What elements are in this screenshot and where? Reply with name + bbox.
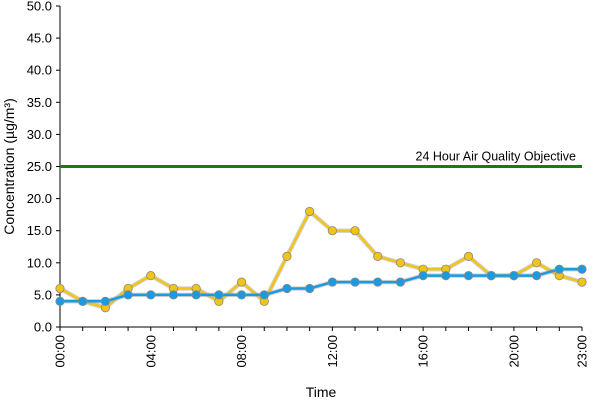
series-2-point [168,290,179,300]
series-1-point [463,251,474,261]
y-axis-title: Concentration (µg/m³) [1,98,17,234]
series-2-point [282,283,292,294]
series-2-point [509,271,519,281]
y-tick-label: 30.0 [27,127,52,142]
series-2-point [350,277,360,287]
series-2-point [236,290,247,300]
series-2-point [259,290,269,300]
series-2-point [146,290,156,300]
y-tick-label: 35.0 [27,95,52,110]
x-tick-label: 08:00 [234,335,249,368]
series-2-point [100,296,110,306]
series-2-point [532,271,542,281]
series-1-point [577,277,587,287]
series-2 [55,264,587,306]
series-1-point [305,206,315,217]
series-2-point [123,290,133,300]
series-2-point [327,277,337,287]
series-1-point [373,251,383,261]
series-2-point [305,283,315,294]
series-1-point [395,258,406,268]
y-axis: 0.0 5.0 10.0 15.0 20.0 25.0 30.0 35.0 40.0 45.0 50… [27,0,61,335]
series-1-point [350,226,360,236]
series-1-point [236,277,247,287]
y-tick-label: 15.0 [27,223,52,238]
y-tick-label: 40.0 [27,63,52,78]
series-1-point [282,251,292,261]
series-2-point [554,264,564,274]
x-tick-label: 23:00 [575,335,590,368]
series-1-point [146,271,156,281]
y-tick-label: 25.0 [27,159,52,174]
x-tick-label: 00:00 [53,335,68,368]
series-2-point [441,271,451,281]
series-group [55,206,587,313]
reference-line-group: 24 Hour Air Quality Objective [60,150,582,168]
y-tick-label: 5.0 [34,287,52,302]
series-1-point [55,283,65,294]
y-tick-label: 0.0 [34,320,52,335]
series-2-point [418,271,428,281]
series-1-point [327,226,337,236]
x-tick-label: 12:00 [325,335,340,368]
series-2-point [78,296,88,306]
y-tick-label: 45.0 [27,31,52,46]
x-tick-label: 04:00 [143,335,158,368]
x-axis-title: Time [306,384,337,400]
x-tick-label: 16:00 [416,335,431,368]
series-2-point [486,271,496,281]
series-1-point [532,258,542,268]
y-tick-label: 20.0 [27,191,52,206]
series-2-point [191,290,201,300]
series-2-point [55,296,65,306]
y-tick-label: 50.0 [27,0,52,14]
series-2-point [395,277,406,287]
series-2-point [214,290,224,300]
series-2-point [577,264,587,274]
x-tick-label: 20:00 [506,335,521,368]
y-tick-label: 10.0 [27,255,52,270]
x-axis: 00:00 04:00 08:00 12:00 16:00 20:00 23:00 [53,326,590,368]
series-2-point [463,271,474,281]
series-2-point [373,277,383,287]
reference-line-label: 24 Hour Air Quality Objective [416,150,577,164]
